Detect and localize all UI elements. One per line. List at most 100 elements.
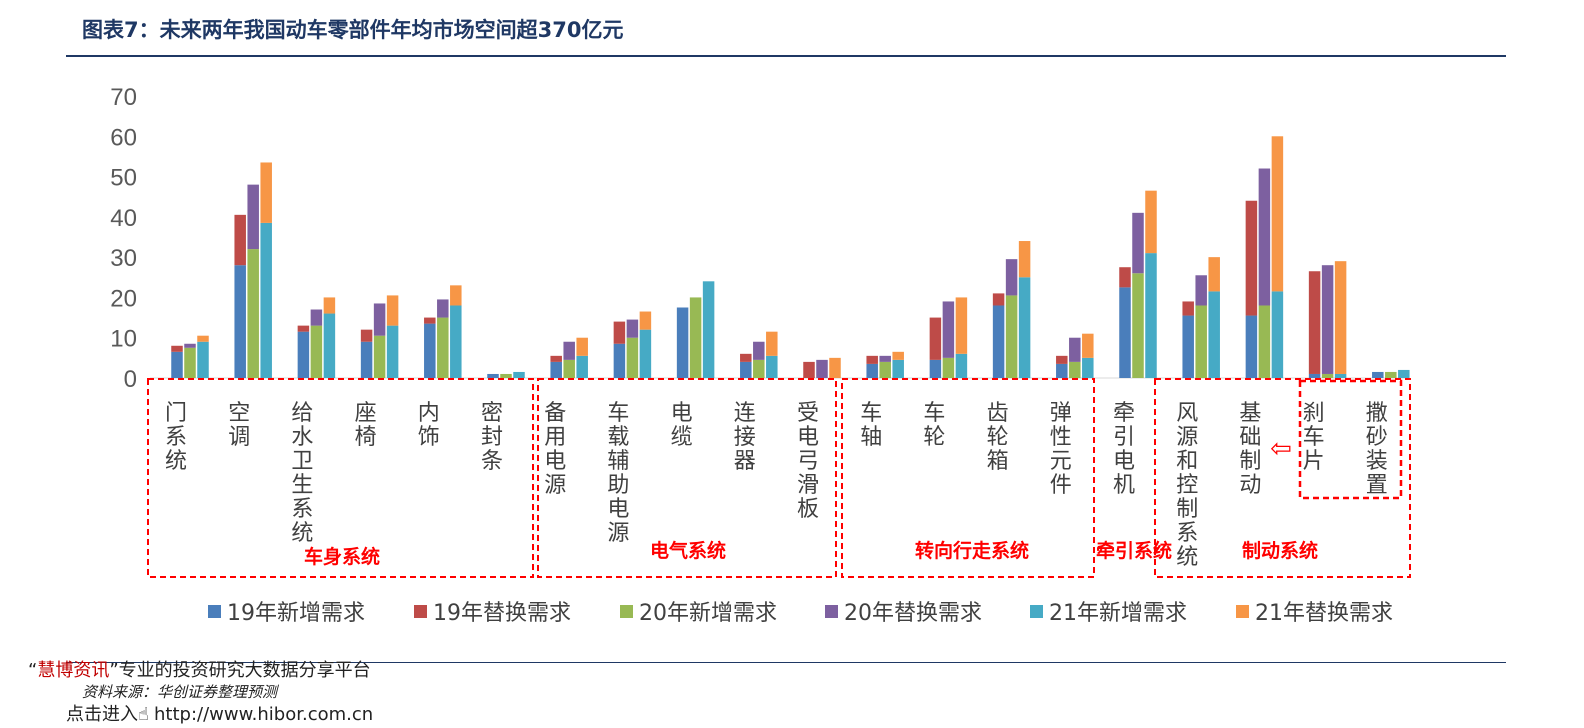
bar-21年新增需求 — [197, 341, 209, 378]
bar-21年替换需求 — [1082, 333, 1094, 358]
category-label: 系 — [291, 497, 313, 522]
category-label: 性 — [1050, 425, 1072, 450]
category-label: 器 — [734, 449, 756, 474]
bar-20年替换需求 — [1321, 265, 1334, 374]
category-label: 控 — [1176, 473, 1198, 498]
title-underline — [66, 55, 1506, 57]
bar-19年新增需求 — [297, 331, 310, 378]
bar-21年替换需求 — [1145, 190, 1157, 254]
category-label: 箱 — [987, 449, 1009, 474]
category-label: 源 — [544, 473, 566, 498]
bar-19年新增需求 — [929, 359, 942, 378]
bar-20年替换需求 — [1195, 275, 1207, 306]
category-label: 系 — [1176, 521, 1198, 546]
bar-21年新增需求 — [1018, 277, 1031, 378]
category-label: 制 — [1176, 497, 1198, 522]
bar-19年替换需求 — [992, 293, 1005, 306]
bar-20年替换需求 — [1005, 259, 1018, 296]
bar-19年替换需求 — [424, 317, 436, 324]
legend-swatch — [1030, 605, 1043, 618]
category-label: 生 — [291, 473, 313, 498]
category-label: 装 — [1366, 449, 1388, 474]
bar-20年替换需求 — [247, 184, 259, 250]
category-label: 轴 — [860, 425, 882, 450]
bar-20年新增需求 — [500, 373, 512, 378]
category-label: 座 — [355, 401, 377, 426]
category-label: 轮 — [987, 425, 1009, 450]
bar-20年新增需求 — [184, 347, 196, 378]
bar-21年新增需求 — [1398, 369, 1410, 378]
category-label: 弹 — [1050, 401, 1072, 426]
bar-20年新增需求 — [1195, 305, 1207, 378]
category-label: 撒 — [1366, 401, 1388, 426]
legend-swatch — [208, 605, 221, 618]
category-label: 刹 — [1303, 401, 1325, 426]
bar-20年新增需求 — [1258, 305, 1271, 378]
bar-21年新增需求 — [955, 353, 968, 378]
bar-21年替换需求 — [955, 297, 968, 354]
bar-21年新增需求 — [1334, 373, 1347, 378]
category-label: 电 — [1113, 449, 1135, 474]
bar-20年新增需求 — [563, 359, 575, 378]
bar-20年新增需求 — [1132, 273, 1144, 378]
bar-20年新增需求 — [626, 337, 639, 378]
category-label: 车 — [607, 401, 629, 426]
bar-19年新增需求 — [866, 363, 878, 378]
category-label: 车 — [860, 401, 882, 426]
bar-21年替换需求 — [1271, 136, 1284, 292]
bar-19年新增需求 — [1245, 315, 1258, 378]
bar-19年替换需求 — [1182, 301, 1194, 316]
bar-21年新增需求 — [450, 305, 462, 378]
category-label: 齿 — [987, 401, 1009, 426]
bar-20年替换需求 — [563, 341, 575, 360]
category-label: 弓 — [797, 449, 819, 474]
platform-tagline: 专业的投资研究大数据分享平台 — [118, 660, 371, 681]
bar-21年替换需求 — [1334, 261, 1347, 374]
bar-21年替换需求 — [576, 337, 588, 356]
y-tick-label: 30 — [110, 245, 137, 272]
footer-link[interactable]: 点击进入☝ http://www.hibor.com.cn — [66, 700, 373, 726]
legend-swatch — [1236, 605, 1249, 618]
category-label: 置 — [1366, 473, 1388, 498]
category-label: 缆 — [671, 425, 693, 450]
category-label: 辅 — [607, 449, 629, 474]
bar-19年新增需求 — [992, 305, 1005, 378]
bar-20年替换需求 — [310, 309, 323, 326]
bar-20年替换需求 — [437, 299, 449, 318]
group-box — [1154, 378, 1411, 578]
bar-21年替换需求 — [197, 335, 209, 342]
bar-21年替换需求 — [829, 357, 841, 378]
legend-label: 20年新增需求 — [639, 601, 777, 626]
link-url[interactable]: http://www.hibor.com.cn — [154, 704, 374, 725]
bar-19年替换需求 — [1245, 200, 1258, 316]
bar-20年新增需求 — [1069, 361, 1081, 378]
category-label: 电 — [671, 401, 693, 426]
category-label: 系 — [165, 425, 187, 450]
bar-20年新增需求 — [753, 359, 765, 378]
category-label: 密 — [481, 401, 503, 426]
category-label: 电 — [544, 449, 566, 474]
bar-19年新增需求 — [171, 351, 183, 378]
bar-20年替换需求 — [373, 303, 386, 336]
bar-21年替换需求 — [766, 331, 778, 356]
bar-19年新增需求 — [550, 361, 562, 378]
category-label: 门 — [165, 401, 187, 426]
footer-platform: “慧博资讯”专业的投资研究大数据分享平台 — [28, 660, 371, 681]
legend-label: 19年替换需求 — [433, 601, 571, 626]
y-tick-label: 10 — [110, 326, 137, 353]
bar-19年新增需求 — [1056, 363, 1068, 378]
category-label: 饰 — [418, 425, 440, 450]
bar-19年替换需求 — [234, 214, 246, 266]
bar-21年新增需求 — [260, 222, 272, 378]
bar-21年新增需求 — [1082, 357, 1094, 378]
category-label: 统 — [165, 449, 187, 474]
legend-label: 21年替换需求 — [1255, 601, 1393, 626]
bar-20年新增需求 — [879, 361, 891, 378]
bar-19年替换需求 — [803, 361, 815, 378]
category-label: 源 — [1176, 425, 1198, 450]
category-label: 电 — [797, 425, 819, 450]
category-label: 备 — [544, 401, 566, 426]
legend-swatch — [414, 605, 427, 618]
bar-21年替换需求 — [1208, 257, 1220, 292]
